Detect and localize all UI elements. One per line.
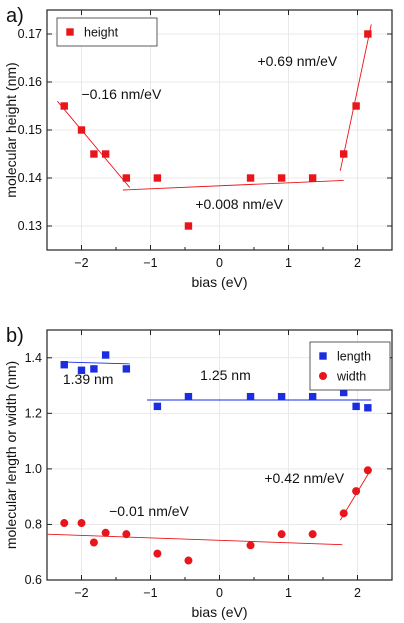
x-tick-label: 1: [285, 586, 292, 600]
y-axis-title: molecular length or width (nm): [3, 361, 19, 549]
data-point-width: [363, 466, 372, 475]
fit-line: [60, 361, 130, 365]
y-tick-label: 0.17: [18, 27, 42, 41]
legend-box: [309, 341, 391, 391]
legend-marker: [66, 28, 74, 36]
y-axis-title: molecular height (nm): [3, 62, 19, 197]
x-axis-title: bias (eV): [191, 604, 247, 620]
data-point-width: [89, 538, 98, 547]
panel-label: a): [6, 5, 24, 27]
data-point-width: [122, 530, 131, 539]
x-tick-label: −1: [143, 256, 157, 270]
data-point-width: [60, 519, 69, 528]
panel-label: b): [6, 325, 24, 347]
y-tick-label: 1.2: [25, 406, 42, 420]
y-tick-label: 1.4: [25, 351, 42, 365]
y-tick-label: 0.15: [18, 123, 42, 137]
x-tick-label: 0: [216, 256, 223, 270]
data-point-height: [153, 174, 162, 182]
legend-marker: [319, 352, 327, 360]
x-tick-label: 0: [216, 586, 223, 600]
fit-line: [46, 533, 343, 546]
x-tick-label: 2: [354, 586, 361, 600]
legend-label: height: [84, 26, 119, 40]
fit-line: [339, 24, 372, 171]
data-point-width: [101, 528, 110, 537]
data-point-length: [184, 392, 193, 401]
data-point-length: [153, 402, 162, 411]
data-point-length: [364, 404, 372, 412]
data-point-height: [352, 102, 360, 110]
data-point-width: [246, 541, 255, 550]
fit-line: [57, 100, 131, 188]
legend-marker: [319, 372, 327, 380]
annotation: −0.16 nm/eV: [82, 86, 162, 102]
fit-line: [122, 179, 344, 191]
annotation: 1.25 nm: [200, 367, 251, 383]
data-point-height: [277, 174, 286, 182]
data-point-length: [60, 361, 68, 369]
annotation: +0.008 nm/eV: [195, 196, 283, 212]
y-tick-label: 0.14: [18, 171, 42, 185]
data-point-height: [364, 30, 372, 38]
y-tick-label: 1.0: [25, 462, 42, 476]
data-point-width: [339, 509, 348, 518]
data-point-height: [308, 174, 317, 182]
data-point-height: [101, 150, 110, 158]
y-tick-label: 0.8: [25, 517, 42, 531]
data-point-length: [77, 366, 86, 374]
data-point-height: [90, 150, 98, 158]
data-point-length: [90, 365, 98, 373]
data-point-height: [60, 102, 68, 110]
data-point-height: [122, 174, 131, 182]
chart-panel-b: −2 −1 0 1 2 0.6 0.8 1.0 1.2 1.4 bias (eV) molecular…: [3, 325, 393, 620]
legend: height: [56, 17, 158, 47]
x-tick-label: −1: [143, 586, 157, 600]
data-point-height: [77, 126, 86, 134]
data-point-width: [153, 549, 162, 558]
annotation: +0.42 nm/eV: [264, 470, 344, 486]
legend-label: width: [336, 370, 366, 384]
x-tick-label: −2: [74, 256, 88, 270]
y-tick-label: 0.16: [18, 75, 42, 89]
x-tick-label: 1: [285, 256, 292, 270]
x-tick-label: 2: [354, 256, 361, 270]
data-point-height: [340, 150, 348, 158]
data-point-length: [352, 402, 360, 411]
x-axis-title: bias (eV): [191, 274, 247, 290]
y-tick-label: 0.6: [25, 573, 42, 587]
chart-panel-a: −2 −1 0 1 2 0.13 0.14 0.15 0.16 0.17 bias (eV) mole…: [3, 5, 393, 290]
data-point-length: [101, 351, 110, 359]
data-point-height: [184, 222, 193, 230]
data-point-width: [277, 530, 286, 539]
data-point-width: [184, 556, 193, 565]
data-point-width: [77, 519, 86, 528]
annotation: 1.39 nm: [63, 371, 114, 387]
data-point-length: [277, 392, 286, 401]
y-tick-label: 0.13: [18, 219, 42, 233]
data-point-length: [340, 388, 348, 397]
data-point-length: [308, 392, 317, 401]
x-tick-label: −2: [74, 586, 88, 600]
legend-label: length: [337, 350, 371, 364]
data-point-width: [352, 487, 361, 496]
legend: length width: [309, 341, 391, 391]
annotation: −0.01 nm/eV: [109, 503, 189, 519]
data-point-width: [308, 530, 317, 539]
data-point-height: [246, 174, 255, 182]
data-point-length: [122, 365, 131, 373]
annotation: +0.69 nm/eV: [257, 53, 337, 69]
data-point-length: [246, 392, 255, 401]
